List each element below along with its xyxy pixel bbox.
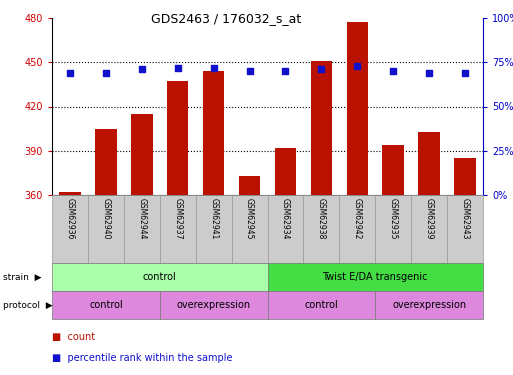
Bar xyxy=(267,195,303,263)
Text: GSM62934: GSM62934 xyxy=(281,198,290,240)
Point xyxy=(353,63,361,69)
Text: GSM62936: GSM62936 xyxy=(66,198,74,240)
Bar xyxy=(167,81,188,195)
Point xyxy=(389,68,397,74)
Bar xyxy=(375,291,483,319)
Point xyxy=(209,64,218,70)
Bar xyxy=(339,195,375,263)
Bar xyxy=(239,176,260,195)
Text: GSM62945: GSM62945 xyxy=(245,198,254,240)
Text: GSM62935: GSM62935 xyxy=(389,198,398,240)
Text: GSM62944: GSM62944 xyxy=(137,198,146,240)
Text: ■  percentile rank within the sample: ■ percentile rank within the sample xyxy=(52,352,232,363)
Text: protocol  ▶: protocol ▶ xyxy=(3,300,52,309)
Bar xyxy=(274,148,296,195)
Bar xyxy=(382,145,404,195)
Text: overexpression: overexpression xyxy=(392,300,466,310)
Bar xyxy=(160,195,195,263)
Text: control: control xyxy=(305,300,338,310)
Bar xyxy=(95,129,116,195)
Text: control: control xyxy=(143,272,176,282)
Point xyxy=(461,70,469,76)
Bar xyxy=(203,71,224,195)
Text: GSM62937: GSM62937 xyxy=(173,198,182,240)
Text: GSM62942: GSM62942 xyxy=(353,198,362,240)
Text: GSM62941: GSM62941 xyxy=(209,198,218,240)
Bar xyxy=(411,195,447,263)
Text: GSM62943: GSM62943 xyxy=(461,198,469,240)
Bar xyxy=(310,61,332,195)
Text: GDS2463 / 176032_s_at: GDS2463 / 176032_s_at xyxy=(151,12,301,25)
Text: ■  count: ■ count xyxy=(52,332,95,342)
Bar xyxy=(59,192,81,195)
Bar xyxy=(267,263,483,291)
Bar xyxy=(346,22,368,195)
Bar xyxy=(455,158,476,195)
Point xyxy=(425,70,433,76)
Bar xyxy=(195,195,231,263)
Bar xyxy=(52,263,267,291)
Bar xyxy=(88,195,124,263)
Text: GSM62938: GSM62938 xyxy=(317,198,326,240)
Text: GSM62939: GSM62939 xyxy=(425,198,433,240)
Point xyxy=(173,64,182,70)
Text: GSM62940: GSM62940 xyxy=(102,198,110,240)
Text: control: control xyxy=(89,300,123,310)
Text: Twist E/DA transgenic: Twist E/DA transgenic xyxy=(323,272,428,282)
Point xyxy=(245,68,253,74)
Bar xyxy=(160,291,267,319)
Bar xyxy=(231,195,267,263)
Bar xyxy=(418,132,440,195)
Bar xyxy=(375,195,411,263)
Bar xyxy=(267,291,375,319)
Bar xyxy=(52,291,160,319)
Point xyxy=(281,68,289,74)
Bar xyxy=(52,195,88,263)
Point xyxy=(102,70,110,76)
Point xyxy=(317,66,325,72)
Text: strain  ▶: strain ▶ xyxy=(3,273,41,282)
Bar xyxy=(131,114,152,195)
Bar xyxy=(124,195,160,263)
Point xyxy=(137,66,146,72)
Point xyxy=(66,70,74,76)
Text: overexpression: overexpression xyxy=(176,300,251,310)
Bar xyxy=(447,195,483,263)
Bar xyxy=(303,195,339,263)
